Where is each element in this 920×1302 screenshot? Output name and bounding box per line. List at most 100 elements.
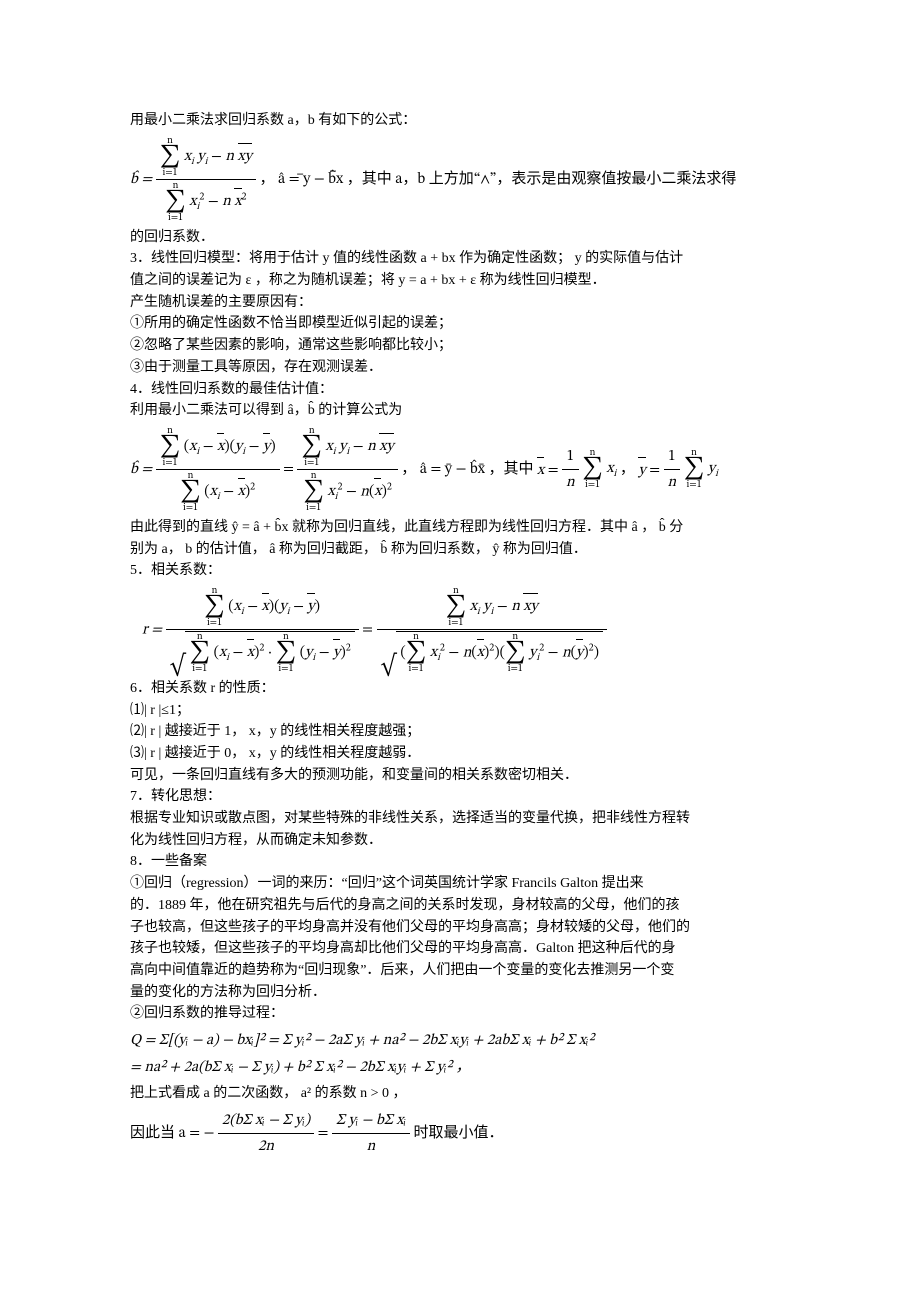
sum-limit: n [160, 136, 181, 146]
paragraph: 用最小二乘法求回归系数 a，b 有如下的公式： [130, 110, 790, 132]
sum-limit: n [180, 471, 201, 481]
sum-limit: i=1 [160, 168, 181, 178]
formula-a-min: 因此当 a = − 2(bΣ xᵢ − Σ yᵢ) 2n = Σ yᵢ − bΣ… [130, 1109, 790, 1159]
eq: = [362, 622, 376, 637]
paragraph: 6．相关系数 r 的性质： [130, 678, 790, 700]
paragraph: 产生随机误差的主要原因有： [130, 292, 790, 314]
text: 可见，一条回归直线有多大的预测功能，和变量间的相关系数密切相关． [130, 768, 578, 783]
sum-limit: n [160, 426, 181, 436]
text: 高向中间值靠近的趋势称为“回归现象”．后来，人们把由一个变量的变化去推测另一个变 [130, 963, 674, 978]
paragraph: 7．转化思想： [130, 786, 790, 808]
text: ③由于测量工具等原因，存在观测误差． [130, 360, 382, 375]
sum-limit: n [446, 586, 467, 596]
text: ②回归系数的推导过程： [130, 1006, 284, 1021]
paragraph: 由此得到的直线 ŷ = â + b̂x 就称为回归直线，此直线方程即为线性回归方… [130, 517, 790, 539]
fraction: n∑i=1 (xi − x)(yi − y) √ n∑i=1 (xi − x)2… [166, 586, 359, 674]
sum-limit: n [684, 448, 705, 458]
text: 的．1889 年，他在研究祖先与后代的身高之间的关系时发现，身材较高的父母，他们… [130, 898, 680, 913]
document-page: 用最小二乘法求回归系数 a，b 有如下的公式： b̂ = n∑i=1 xi yi… [0, 0, 920, 1302]
den: 2n [218, 1134, 314, 1158]
sum-limit: i=1 [406, 664, 427, 674]
text: 把上式看成 a 的二次函数， a² 的系数 n > 0 ， [130, 1086, 407, 1101]
paragraph: 化为线性回归方程，从而确定未知参数． [130, 830, 790, 852]
text: 7．转化思想： [130, 789, 221, 804]
sum-limit: i=1 [582, 480, 603, 490]
text: 值之间的误差记为 ε ，称之为随机误差；将 y = a + bx + ε 称为线… [130, 273, 606, 288]
sum-limit: n [582, 448, 603, 458]
text: 孩子也较矮，但这些孩子的平均身高却比他们父母的平均身高高．Galton 把这种后… [130, 941, 676, 956]
sum-limit: n [276, 632, 297, 642]
eq: = [318, 1126, 332, 1141]
sum-limit: n [406, 632, 427, 642]
sum-limit: n [505, 632, 526, 642]
sum-limit: i=1 [180, 503, 201, 513]
sum-limit: i=1 [505, 664, 526, 674]
paragraph: 孩子也较矮，但这些孩子的平均身高却比他们父母的平均身高高．Galton 把这种后… [130, 938, 790, 960]
fraction: n∑i=1 xi yi − n xy n∑i=1 xi2 − n x2 [156, 136, 256, 223]
paragraph: 5．相关系数： [130, 560, 790, 582]
paragraph: ②回归系数的推导过程： [130, 1003, 790, 1025]
list-item: ③由于测量工具等原因，存在观测误差． [130, 357, 790, 379]
formula-Q1: Q = Σ[(yᵢ − a) − bxᵢ]² = Σ yᵢ² − 2aΣ yᵢ … [130, 1029, 790, 1052]
sum-limit: i=1 [165, 213, 186, 223]
text: 4．线性回归系数的最佳估计值： [130, 382, 333, 397]
lhs: b̂ = [130, 172, 152, 187]
paragraph: 利用最小二乘法可以得到 â，b̂ 的计算公式为 [130, 400, 790, 422]
paragraph: 量的变化的方法称为回归分析． [130, 982, 790, 1004]
paragraph: 的．1889 年，他在研究祖先与后代的身高之间的关系时发现，身材较高的父母，他们… [130, 895, 790, 917]
text: 5．相关系数： [130, 563, 221, 578]
formula-bhat-simple: b̂ = n∑i=1 xi yi − n xy n∑i=1 xi2 − n x2… [130, 136, 790, 223]
formula-Q2: = na² + 2a(bΣ xᵢ − Σ yᵢ) + b² Σ xᵢ² − 2b… [130, 1056, 790, 1079]
paragraph: 高向中间值靠近的趋势称为“回归现象”．后来，人们把由一个变量的变化去推测另一个变 [130, 960, 790, 982]
text: 量的变化的方法称为回归分析． [130, 985, 326, 1000]
suffix: 时取最小值． [414, 1126, 504, 1141]
formula-r: r = n∑i=1 (xi − x)(yi − y) √ n∑i=1 (xi −… [130, 586, 790, 674]
text: ⑶| r | 越接近于 0， x，y 的线性相关程度越弱． [130, 746, 420, 761]
sum-limit: i=1 [189, 664, 210, 674]
paragraph: 可见，一条回归直线有多大的预测功能，和变量间的相关系数密切相关． [130, 765, 790, 787]
list-item: ②忽略了某些因素的影响，通常这些影响都比较小； [130, 335, 790, 357]
prefix: 因此当 a = − [130, 1126, 214, 1141]
text: ⑵| r | 越接近于 1， x，y 的线性相关程度越强； [130, 724, 420, 739]
den: n [332, 1134, 410, 1158]
paragraph: 4．线性回归系数的最佳估计值： [130, 379, 790, 401]
sep: ， [620, 462, 639, 477]
sum-limit: i=1 [301, 458, 322, 468]
list-item: ⑵| r | 越接近于 1， x，y 的线性相关程度越强； [130, 721, 790, 743]
sum-limit: i=1 [276, 664, 297, 674]
sum-limit: i=1 [303, 503, 324, 513]
text: 的回归系数． [130, 230, 214, 245]
text: 8．一些备案 [130, 854, 207, 869]
text: ①所用的确定性函数不恰当即模型近似引起的误差； [130, 316, 452, 331]
text: 别为 a， b 的估计值， â 称为回归截距， b̂ 称为回归系数， ŷ 称为回… [130, 542, 587, 557]
fraction: n∑i=1 (xi − x)(yi − y) n∑i=1 (xi − x)2 [156, 426, 280, 513]
list-item: ①所用的确定性函数不恰当即模型近似引起的误差； [130, 313, 790, 335]
sum-limit: n [301, 426, 322, 436]
tail: ， â = ̅y − b̂̅x ，其中 a，b 上方加“∧”，表示是由观察值按最… [260, 172, 737, 187]
paragraph: 的回归系数． [130, 227, 790, 249]
paragraph: 根据专业知识或散点图，对某些特殊的非线性关系，选择适当的变量代换，把非线性方程转 [130, 808, 790, 830]
text: 3．线性回归模型：将用于估计 y 值的线性函数 a + bx 作为确定性函数； … [130, 251, 683, 266]
list-item: ⑶| r | 越接近于 0， x，y 的线性相关程度越弱． [130, 743, 790, 765]
tail: ， â = ȳ − b̂x̄ ，其中 [401, 462, 537, 477]
num: 2(bΣ xᵢ − Σ yᵢ) [218, 1109, 314, 1134]
eq: = [283, 462, 297, 477]
fraction: n∑i=1 xi yi − n xy n∑i=1 xi2 − n(x)2 [297, 426, 397, 513]
fraction: n∑i=1 xi yi − n xy √ (n∑i=1 xi2 − n(x)2)… [377, 586, 607, 674]
lhs: b̂ = [130, 462, 152, 477]
sum-limit: n [303, 471, 324, 481]
paragraph: 值之间的误差记为 ε ，称之为随机误差；将 y = a + bx + ε 称为线… [130, 270, 790, 292]
sum-limit: n [165, 181, 186, 191]
paragraph: 子也较高，但这些孩子的平均身高并没有他们父母的平均身高高；身材较矮的父母，他们的 [130, 917, 790, 939]
paragraph: 别为 a， b 的估计值， â 称为回归截距， b̂ 称为回归系数， ŷ 称为回… [130, 539, 790, 561]
paragraph: 3．线性回归模型：将用于估计 y 值的线性函数 a + bx 作为确定性函数； … [130, 248, 790, 270]
text: ⑴| r |≤1； [130, 703, 190, 718]
paragraph: ①回归（regression）一词的来历：“回归”这个词英国统计学家 Franc… [130, 873, 790, 895]
sum-limit: i=1 [684, 480, 705, 490]
text: 子也较高，但这些孩子的平均身高并没有他们父母的平均身高高；身材较矮的父母，他们的 [130, 920, 690, 935]
fraction: Σ yᵢ − bΣ xᵢ n [332, 1109, 410, 1159]
text: ①回归（regression）一词的来历：“回归”这个词英国统计学家 Franc… [130, 876, 644, 891]
sum-limit: i=1 [204, 618, 225, 628]
fraction: 2(bΣ xᵢ − Σ yᵢ) 2n [218, 1109, 314, 1159]
text: 化为线性回归方程，从而确定未知参数． [130, 833, 382, 848]
